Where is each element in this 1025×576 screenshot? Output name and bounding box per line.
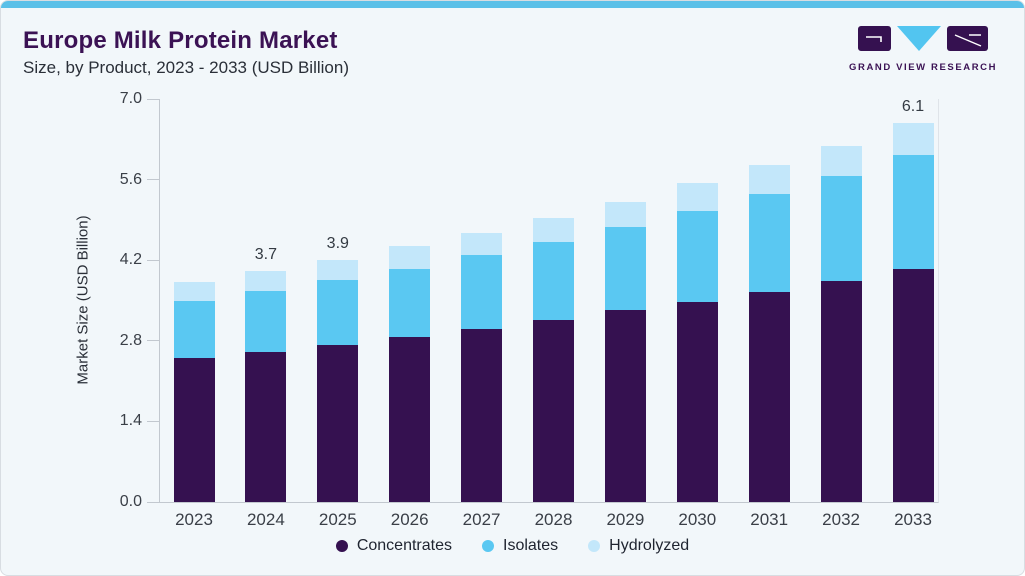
bar-segment-concentrates-2033 [892, 268, 934, 502]
page-title: Europe Milk Protein Market [23, 27, 338, 54]
y-tick-mark [147, 98, 160, 100]
x-tick-label-2027: 2027 [462, 510, 501, 529]
x-tick-label-2026: 2026 [390, 510, 429, 529]
legend: Concentrates Isolates Hydrolyzed [1, 537, 1024, 555]
bar-segment-isolates-2025 [317, 279, 359, 345]
bar-segment-concentrates-2030 [676, 302, 718, 502]
x-tick-label-2028: 2028 [534, 510, 573, 529]
legend-item-hydrolyzed: Hydrolyzed [588, 537, 689, 555]
plot-area: 7.0 5.6 4.2 2.8 1.4 0.0 2023 3.7 2024 3.9 2025 2026… [120, 90, 939, 529]
y-tick-label: 1.4 [119, 412, 142, 430]
bar-segment-concentrates-2031 [748, 292, 790, 502]
legend-label: Hydrolyzed [609, 537, 690, 554]
y-tick-mark [147, 179, 160, 181]
gvr-logo: GRAND VIEW RESEARCH [849, 25, 997, 73]
bar-segment-isolates-2033 [892, 154, 934, 269]
y-tick-mark [147, 501, 160, 503]
bar-segment-isolates-2024 [245, 290, 287, 352]
bar-segment-concentrates-2028 [533, 320, 574, 502]
bar-segment-hydrolyzed-2030 [676, 183, 718, 212]
x-tick-label-2032: 2032 [822, 510, 860, 529]
x-tick-label-2030: 2030 [678, 510, 717, 529]
y-tick-mark [147, 420, 160, 422]
bar-segment-hydrolyzed-2026 [389, 246, 431, 270]
legend-item-concentrates: Concentrates [335, 537, 452, 555]
legend-dot-icon [588, 540, 601, 552]
bar-segment-hydrolyzed-2023 [173, 282, 215, 301]
gvr-logo-icon [858, 26, 988, 51]
chart-subtitle: Size, by Product, 2023 - 2033 (USD Billi… [23, 58, 349, 77]
bar-segment-isolates-2029 [604, 226, 646, 311]
bar-segment-isolates-2023 [173, 300, 215, 358]
y-axis-title: Market Size (USD Billion) [74, 215, 92, 385]
y-tick-label: 2.8 [119, 331, 142, 349]
bar-segment-hydrolyzed-2024 [245, 271, 287, 291]
legend-label: Isolates [503, 537, 559, 554]
gvr-logo-text: GRAND VIEW RESEARCH [849, 62, 998, 73]
bar-segment-isolates-2028 [533, 241, 574, 321]
y-tick-mark [147, 259, 160, 261]
bar-segment-isolates-2030 [676, 211, 718, 303]
bar-segment-hydrolyzed-2028 [533, 217, 574, 242]
y-tick-mark [147, 340, 160, 342]
bar-segment-isolates-2027 [461, 255, 503, 329]
y-tick-label: 5.6 [119, 170, 142, 188]
legend-dot-icon [335, 540, 348, 552]
legend-label: Concentrates [356, 537, 452, 554]
y-tick-label: 4.2 [119, 251, 142, 269]
legend-item-isolates: Isolates [482, 537, 558, 555]
bar-segment-isolates-2031 [748, 194, 790, 293]
bar-segment-isolates-2032 [820, 176, 862, 281]
y-tick-label: 0.0 [119, 493, 142, 510]
bar-segment-hydrolyzed-2032 [820, 145, 862, 176]
bar-segment-concentrates-2027 [461, 328, 503, 502]
bar-segment-concentrates-2024 [245, 351, 287, 502]
x-tick-label-2025: 2025 [318, 510, 357, 529]
total-data-label-2033: 6.1 [901, 98, 925, 116]
x-tick-label-2033: 2033 [894, 510, 932, 529]
x-tick-label-2023: 2023 [175, 510, 213, 529]
y-tick-label: 7.0 [119, 90, 142, 107]
bar-segment-isolates-2026 [389, 269, 431, 338]
top-accent-bar [1, 1, 1024, 8]
bar-segment-hydrolyzed-2031 [748, 164, 790, 194]
total-data-label-2025: 3.9 [326, 234, 349, 252]
x-tick-label-2024: 2024 [246, 510, 285, 529]
bar-segment-concentrates-2032 [820, 280, 862, 502]
bar-segment-concentrates-2025 [317, 344, 359, 502]
x-tick-label-2029: 2029 [606, 510, 645, 529]
x-tick-label-2031: 2031 [750, 510, 789, 529]
bar-segment-hydrolyzed-2033 [892, 123, 934, 155]
bar-segment-hydrolyzed-2025 [317, 259, 359, 280]
bar-segment-hydrolyzed-2029 [604, 202, 646, 227]
bar-segment-concentrates-2029 [604, 310, 646, 502]
bar-segment-concentrates-2026 [389, 337, 431, 502]
legend-dot-icon [482, 540, 494, 552]
bar-segment-concentrates-2023 [173, 357, 215, 502]
total-data-label-2024: 3.7 [254, 246, 278, 263]
bar-segment-hydrolyzed-2027 [461, 232, 503, 256]
